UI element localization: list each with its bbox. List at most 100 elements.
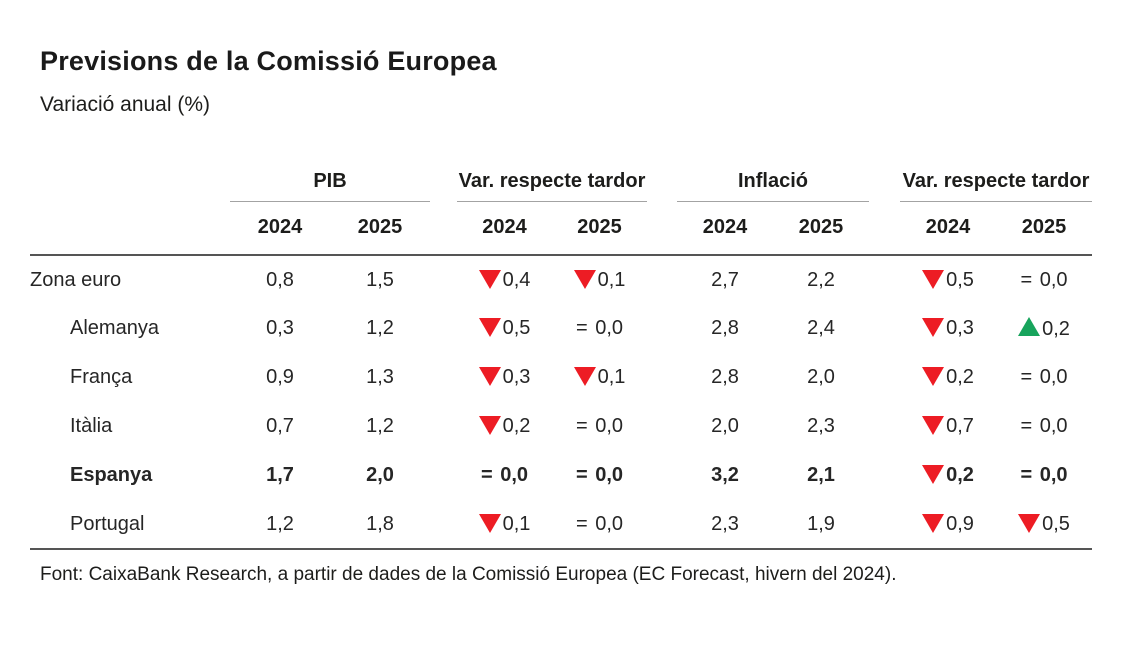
change-cell: 0,1 — [457, 500, 552, 550]
figure-subtitle: Variació anual (%) — [40, 93, 211, 116]
change-cell: 0,2 — [900, 353, 996, 402]
value-cell: 1,2 — [366, 317, 394, 339]
column-spacer — [430, 500, 457, 550]
change-cell: 0,2 — [900, 451, 996, 500]
value-cell: 1,9 — [773, 500, 870, 550]
down-triangle-icon — [573, 367, 596, 386]
change-cell: 0,9 — [900, 500, 997, 550]
value-cell: 2,3 — [807, 415, 835, 437]
year-header-pib-2024: 2024 — [230, 201, 330, 256]
table-row: Espanya 1,7 2,0 = 0,0 = 0,0 3,2 2,1 0,2 = 0,0 — [30, 451, 1092, 500]
down-triangle-icon — [478, 269, 501, 289]
value-cell: 0,3 — [266, 317, 294, 339]
value-cell: 2,3 — [677, 500, 773, 550]
row-label: Zona euro — [30, 268, 122, 291]
down-triangle-icon — [922, 416, 945, 435]
down-triangle-icon — [573, 269, 596, 289]
year-header-pib-2025: 2025 — [330, 201, 430, 256]
change-cell: 0,4 — [457, 255, 552, 304]
column-spacer — [647, 451, 677, 500]
column-spacer — [869, 500, 901, 550]
change-cell: 0,5 — [996, 500, 1093, 550]
change-cell: 0,1 — [552, 353, 647, 402]
value-cell: 1,8 — [330, 500, 430, 550]
column-spacer — [430, 353, 457, 402]
column-spacer — [647, 304, 677, 353]
equals-sign: = — [575, 317, 596, 339]
equals-sign: = — [575, 512, 596, 535]
equals-sign: = — [1020, 268, 1040, 291]
value-cell: 3,2 — [711, 464, 739, 486]
year-header-var-inflacio-2025: 2025 — [996, 201, 1093, 256]
change-cell: 0,3 — [900, 304, 996, 353]
change-cell: = 0,0 — [1020, 464, 1068, 486]
change-cell: = 0,0 — [552, 500, 647, 550]
column-group-var-inflacio: Var. respecte tardor — [900, 121, 1093, 202]
row-label: França — [70, 366, 133, 388]
change-cell: = 0,0 — [480, 464, 529, 486]
column-group-header-row: PIB Var. respecte tardor Inflació Var. r… — [30, 121, 1093, 202]
empty-corner-cell — [30, 121, 230, 201]
value-cell: 2,7 — [711, 268, 739, 291]
down-triangle-icon — [922, 269, 945, 289]
column-group-pib: PIB — [230, 121, 430, 202]
column-spacer — [647, 255, 677, 304]
up-triangle-icon — [1018, 316, 1041, 336]
equals-sign: = — [1020, 366, 1040, 388]
table-row: Itàlia 0,7 1,2 0,2 = 0,0 2,0 2,3 0,7 = 0,0 — [30, 402, 1092, 451]
row-label: Itàlia — [70, 415, 113, 437]
column-spacer — [430, 304, 457, 353]
down-triangle-icon — [478, 513, 501, 533]
change-cell: = 0,0 — [1020, 415, 1068, 437]
row-label: Alemanya — [70, 317, 159, 339]
figure-title: Previsions de la Comissió Europea — [40, 46, 497, 76]
value-cell: 2,2 — [807, 268, 835, 291]
year-header-row: 2024 2025 2024 2025 2024 2025 2024 2025 — [30, 201, 1093, 256]
down-triangle-icon — [922, 318, 945, 337]
column-spacer — [647, 500, 677, 550]
table-row: França 0,9 1,3 0,3 0,1 2,8 2,0 0,2 = 0,0 — [30, 353, 1092, 402]
forecast-table: PIB Var. respecte tardor Inflació Var. r… — [30, 121, 1093, 550]
table-row: Alemanya 0,3 1,2 0,5 = 0,0 2,8 2,4 0,3 0,2 — [30, 304, 1092, 353]
value-cell: 2,0 — [807, 366, 835, 388]
empty-corner-cell — [30, 201, 230, 256]
value-cell: 2,8 — [711, 317, 739, 339]
value-cell: 2,1 — [807, 464, 835, 486]
down-triangle-icon — [1018, 513, 1041, 533]
down-triangle-icon — [478, 367, 501, 386]
year-header-inflacio-2025: 2025 — [773, 201, 870, 256]
table-row: Zona euro 0,8 1,5 0,4 0,1 2,7 2,2 0,5 = 0,0 — [30, 255, 1092, 304]
year-header-inflacio-2024: 2024 — [677, 201, 773, 256]
column-spacer — [869, 255, 900, 304]
down-triangle-icon — [922, 513, 945, 533]
column-spacer — [647, 402, 677, 451]
equals-sign: = — [575, 464, 596, 486]
value-cell: 1,7 — [266, 464, 294, 486]
column-spacer — [869, 353, 900, 402]
change-cell: 0,7 — [900, 402, 996, 451]
value-cell: 2,4 — [807, 317, 835, 339]
column-spacer — [647, 353, 677, 402]
column-spacer — [869, 304, 900, 353]
column-group-var-pib: Var. respecte tardor — [457, 121, 647, 202]
change-cell: = 0,0 — [1020, 366, 1068, 388]
column-spacer — [869, 121, 900, 201]
change-cell: 0,5 — [900, 255, 996, 304]
column-spacer — [869, 402, 900, 451]
column-spacer — [869, 451, 900, 500]
change-cell: 0,2 — [457, 402, 552, 451]
column-spacer — [869, 201, 901, 256]
change-cell: = 0,0 — [575, 415, 624, 437]
column-group-inflacio: Inflació — [677, 121, 870, 202]
down-triangle-icon — [922, 465, 945, 484]
down-triangle-icon — [922, 367, 945, 386]
value-cell: 2,0 — [366, 464, 394, 486]
change-cell: 0,5 — [457, 304, 552, 353]
year-header-var-pib-2024: 2024 — [457, 201, 552, 256]
column-spacer — [647, 201, 677, 256]
row-label: Portugal — [30, 500, 230, 550]
value-cell: 0,8 — [266, 268, 294, 291]
change-cell: = 0,0 — [1020, 268, 1068, 291]
equals-sign: = — [1020, 415, 1040, 437]
